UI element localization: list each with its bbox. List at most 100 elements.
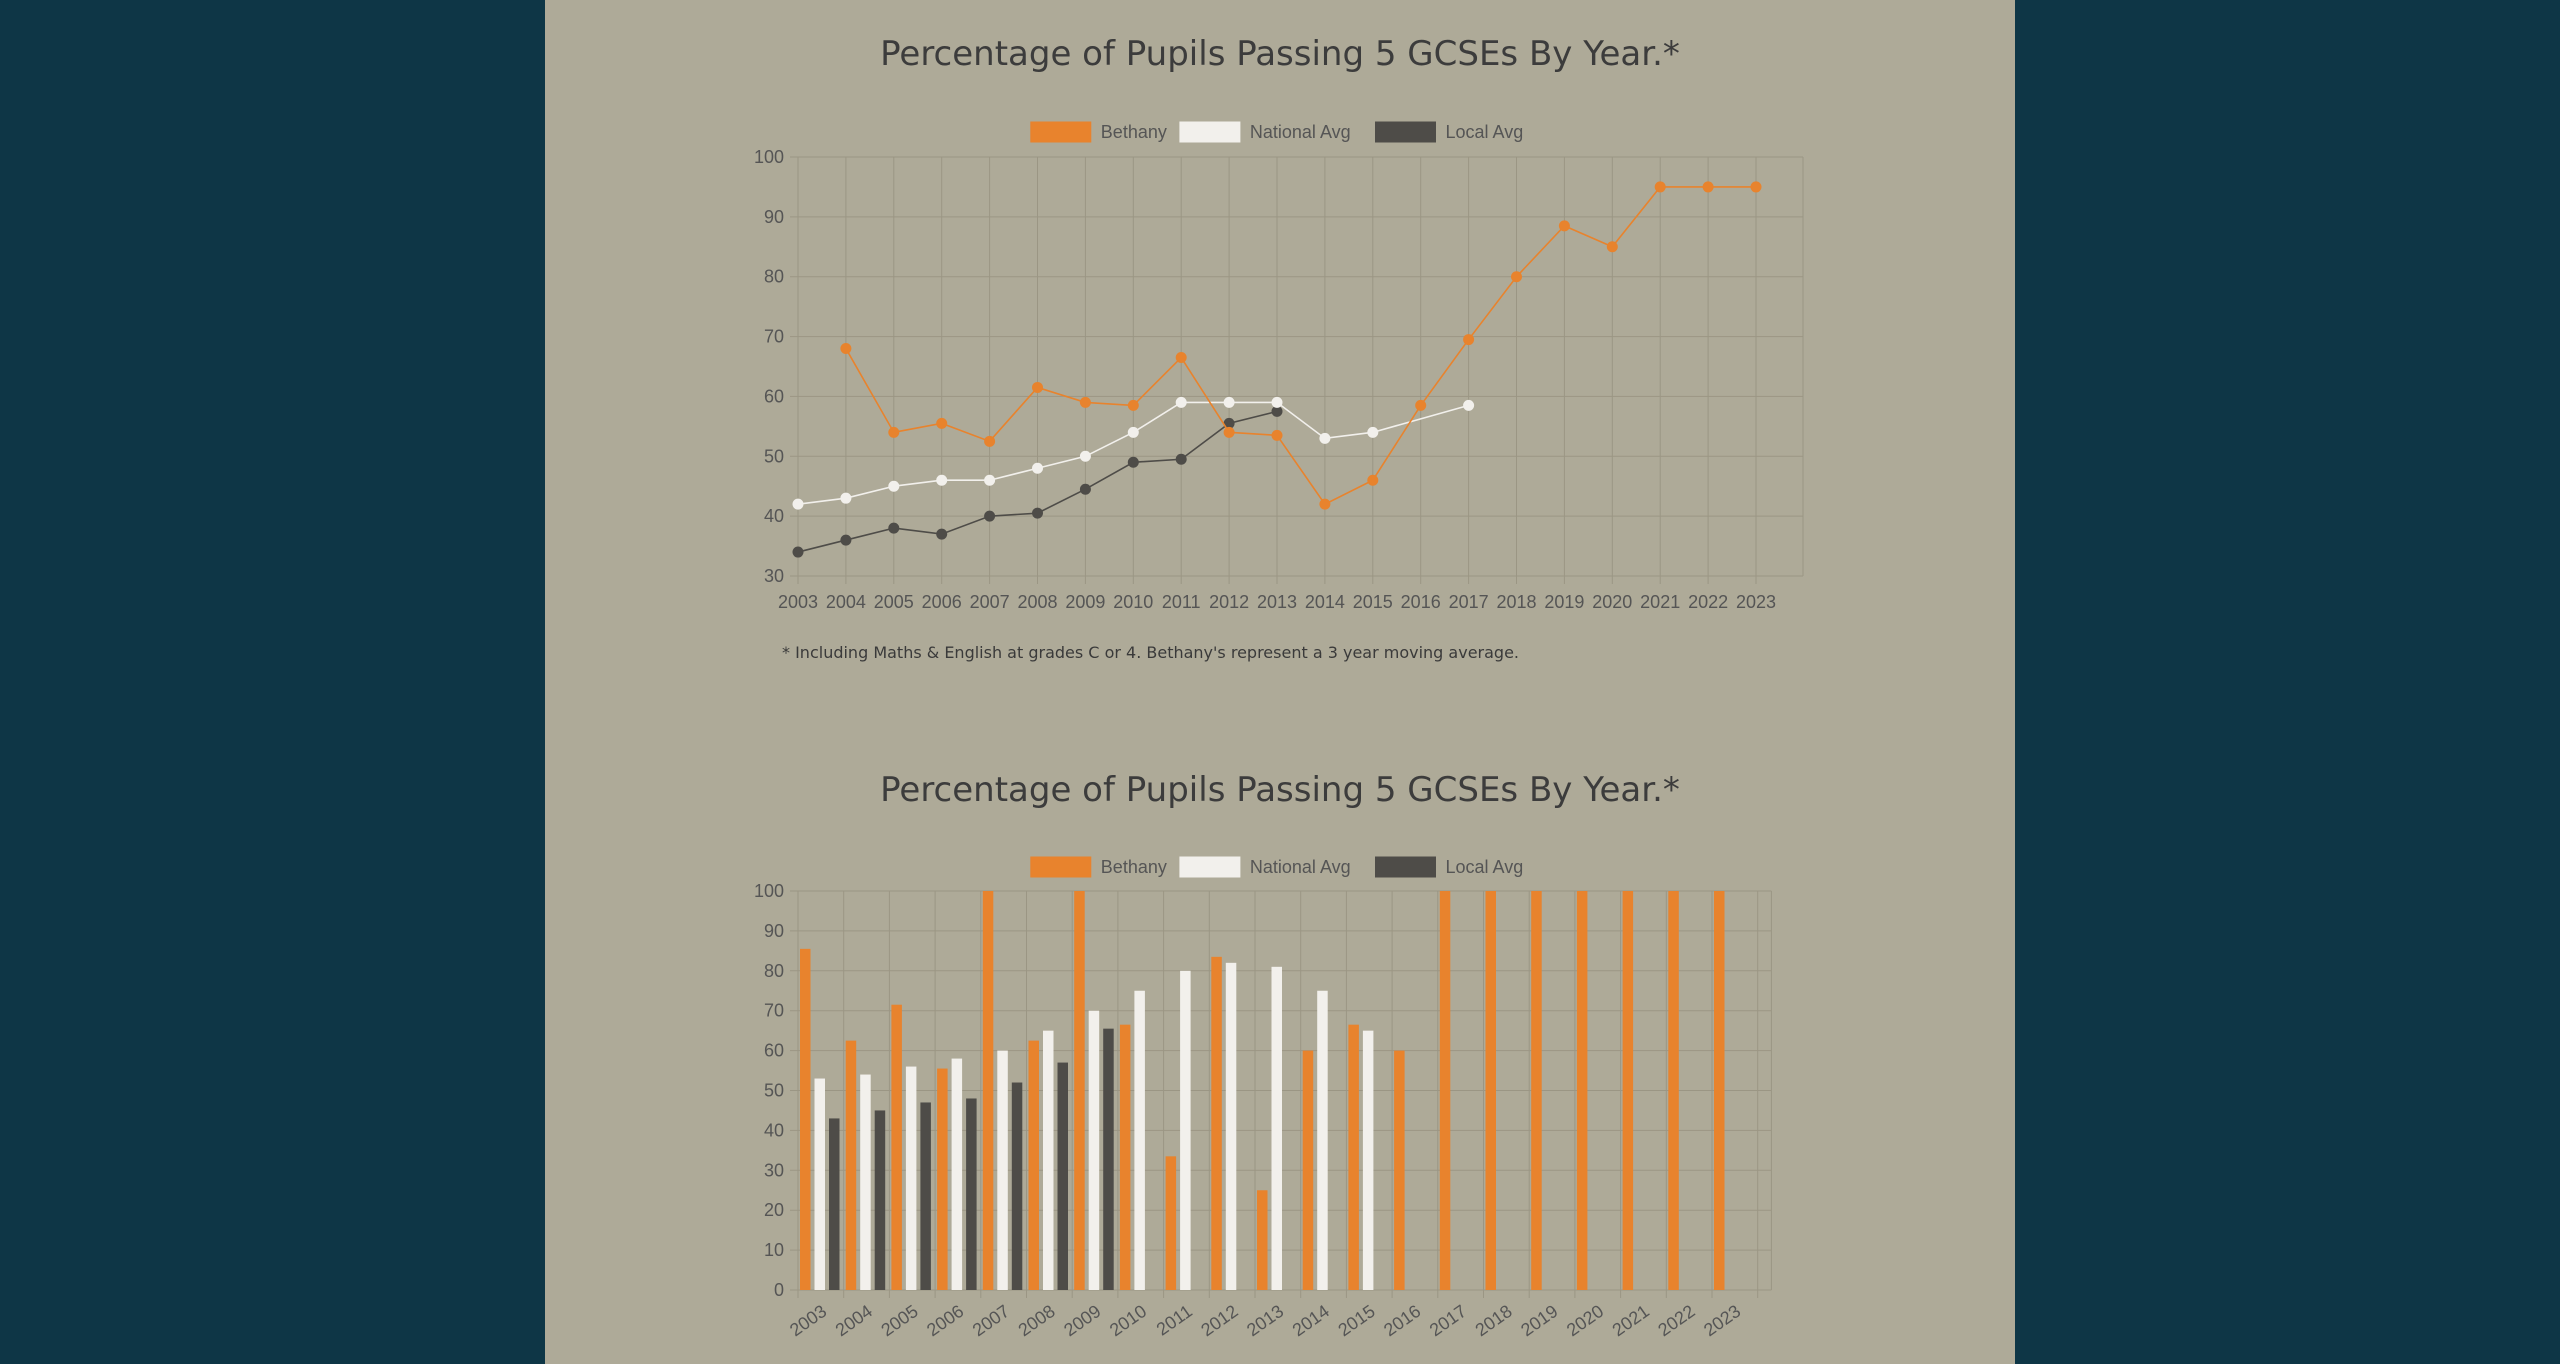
y-tick-label: 40	[764, 506, 784, 526]
data-point-0	[1319, 498, 1331, 510]
data-point-1	[1175, 396, 1187, 408]
y-tick-label: 30	[764, 566, 784, 586]
data-point-1	[936, 474, 948, 486]
data-point-2	[936, 528, 948, 540]
data-point-1	[1127, 426, 1139, 438]
bar-1	[1180, 970, 1191, 1290]
data-point-1	[1271, 396, 1283, 408]
data-point-0	[1032, 381, 1043, 393]
data-point-0	[1079, 396, 1091, 408]
x-tick-label: 2013	[1257, 592, 1297, 612]
bar-2	[874, 1110, 886, 1290]
legend-swatch-1	[1179, 856, 1241, 878]
y-tick-label: 60	[764, 386, 784, 406]
data-point-2	[1032, 507, 1043, 519]
bar-1	[905, 1066, 917, 1290]
bar-0	[1028, 1040, 1039, 1290]
x-tick-label: 2011	[1153, 1301, 1196, 1340]
x-tick-label: 2016	[1401, 592, 1441, 612]
bar-0	[845, 1040, 857, 1290]
y-tick-label: 100	[754, 881, 784, 901]
data-point-2	[1127, 456, 1139, 468]
bar-1	[1271, 966, 1282, 1290]
y-tick-label: 80	[764, 267, 784, 287]
data-point-0	[1750, 181, 1762, 193]
x-tick-label: 2008	[1017, 592, 1057, 612]
content-panel: Percentage of Pupils Passing 5 GCSEs By …	[545, 0, 2015, 1364]
bar-0	[1348, 1024, 1359, 1290]
legend-label-2: Local Avg	[1446, 857, 1524, 877]
bar-1	[814, 1078, 825, 1290]
y-tick-label: 50	[764, 1081, 784, 1101]
bar-1	[1225, 962, 1237, 1290]
data-point-1	[1463, 399, 1475, 411]
bar-0	[1165, 1156, 1177, 1290]
line-chart-title: Percentage of Pupils Passing 5 GCSEs By …	[880, 34, 1680, 74]
y-tick-label: 40	[764, 1120, 784, 1140]
bar-0	[1394, 1050, 1405, 1290]
x-tick-label: 2021	[1609, 1301, 1653, 1340]
bar-0	[1485, 891, 1496, 1290]
x-tick-label: 2018	[1472, 1301, 1516, 1340]
x-tick-label: 2010	[1113, 592, 1153, 612]
x-tick-label: 2004	[826, 592, 866, 612]
bar-1	[1088, 1010, 1100, 1290]
y-tick-label: 100	[754, 147, 784, 167]
x-tick-label: 2014	[1305, 592, 1345, 612]
legend-label-0: Bethany	[1101, 122, 1167, 142]
data-point-1	[1367, 426, 1379, 438]
data-point-0	[1175, 352, 1187, 364]
data-point-1	[888, 480, 900, 492]
data-point-1	[1319, 432, 1331, 444]
y-tick-label: 10	[764, 1240, 784, 1260]
data-point-1	[1223, 396, 1235, 408]
bar-0	[1119, 1024, 1131, 1290]
bar-0	[1211, 956, 1222, 1290]
y-tick-label: 50	[764, 446, 784, 466]
data-point-2	[888, 522, 900, 534]
data-point-1	[840, 492, 852, 504]
data-point-2	[1079, 483, 1091, 495]
data-point-0	[1654, 181, 1666, 193]
data-point-1	[984, 474, 996, 486]
x-tick-label: 2014	[1289, 1301, 1333, 1340]
y-tick-label: 30	[764, 1160, 784, 1180]
bar-chart-title: Percentage of Pupils Passing 5 GCSEs By …	[880, 770, 1680, 810]
x-tick-label: 2020	[1592, 592, 1632, 612]
x-tick-label: 2012	[1197, 1301, 1241, 1340]
x-tick-label: 2019	[1517, 1301, 1561, 1340]
bar-0	[937, 1068, 948, 1290]
y-tick-label: 90	[764, 921, 784, 941]
x-tick-label: 2003	[778, 592, 818, 612]
legend-label-1: National Avg	[1250, 122, 1351, 142]
legend-label-0: Bethany	[1101, 857, 1167, 877]
bar-1	[1362, 1030, 1374, 1290]
y-tick-label: 70	[764, 327, 784, 347]
x-tick-label: 2013	[1243, 1301, 1287, 1340]
x-tick-label: 2017	[1449, 592, 1489, 612]
x-tick-label: 2005	[877, 1301, 921, 1340]
bar-0	[891, 1004, 902, 1290]
bar-0	[1074, 891, 1085, 1290]
data-point-0	[984, 435, 996, 447]
x-tick-label: 2015	[1353, 592, 1393, 612]
line-chart: 30 40 50 60 70 80 90 100 2003 2004 2005 2006 2007 200…	[754, 121, 1804, 612]
x-tick-label: 2020	[1563, 1301, 1607, 1340]
legend-swatch-2	[1375, 121, 1436, 143]
bar-1	[1043, 1030, 1054, 1290]
data-point-0	[1415, 399, 1427, 411]
legend-swatch-2	[1375, 856, 1436, 878]
y-tick-label: 90	[764, 207, 784, 227]
series-line-0	[845, 186, 1756, 506]
y-tick-label: 0	[774, 1280, 784, 1300]
bar-0	[1668, 891, 1679, 1290]
x-tick-label: 2023	[1700, 1301, 1744, 1340]
data-point-0	[1558, 220, 1570, 232]
data-point-0	[840, 343, 852, 355]
data-point-1	[792, 498, 804, 510]
data-point-0	[1367, 474, 1379, 486]
legend-swatch-1	[1179, 121, 1241, 143]
data-point-0	[1223, 426, 1235, 438]
data-point-2	[1271, 405, 1283, 417]
